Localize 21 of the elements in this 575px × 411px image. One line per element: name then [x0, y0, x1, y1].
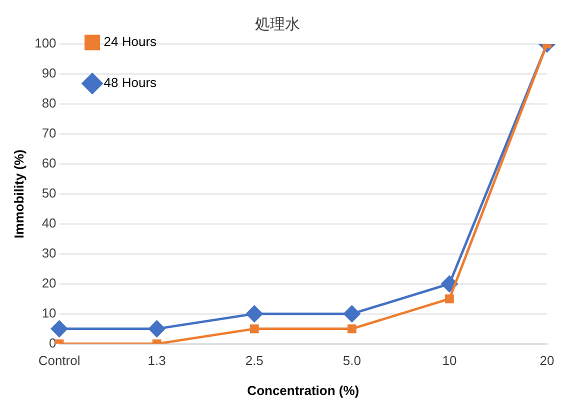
y-tick-label: 90 [42, 66, 56, 81]
legend-label: 48 Hours [104, 75, 158, 90]
x-tick-label: 5.0 [342, 353, 361, 368]
y-tick-label: 20 [42, 275, 56, 290]
x-axis-title: Concentration (%) [247, 382, 360, 398]
x-tick-label: 1.3 [148, 353, 166, 368]
y-tick-label: 40 [42, 215, 56, 230]
y-tick-label: 100 [34, 36, 56, 51]
y-axis-title: Immobility (%) [11, 149, 26, 238]
legend-label: 24 Hours [104, 34, 158, 50]
y-tick-label: 70 [42, 126, 56, 141]
x-tick-label: 2.5 [245, 353, 264, 368]
x-tick-label: Control [38, 353, 80, 368]
x-tick-label: 10 [442, 353, 457, 368]
y-tick-label: 30 [42, 245, 56, 260]
y-tick-label: 10 [42, 305, 56, 320]
x-tick-label: 20 [540, 353, 554, 368]
chart-title: 処理水 [255, 16, 300, 34]
y-tick-label: 50 [42, 185, 56, 200]
y-tick-label: 60 [42, 156, 56, 170]
y-tick-label: 80 [42, 96, 56, 111]
